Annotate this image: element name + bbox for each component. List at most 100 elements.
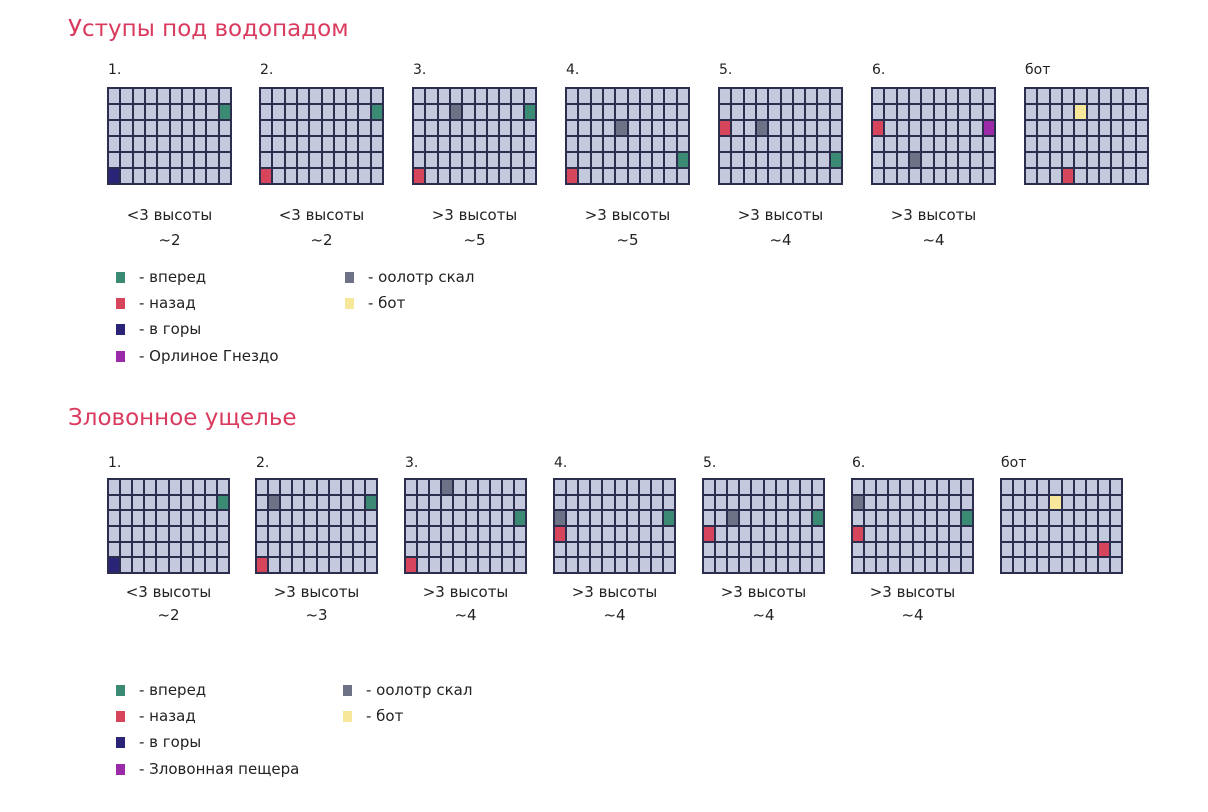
grid-cell (450, 169, 462, 183)
grid-cell (463, 169, 474, 183)
grid-cell (454, 495, 465, 510)
grid-cell (121, 121, 132, 135)
legend-label: - назад (139, 707, 196, 725)
legend-item-rocks: - оолотр скал (345, 268, 474, 286)
grid-cell (728, 542, 739, 557)
grid-cell (651, 542, 662, 557)
grid-cell (219, 121, 230, 135)
forward-cell (663, 511, 674, 525)
grid-cell (640, 137, 652, 151)
grid-cell (487, 121, 499, 135)
grid-cell (466, 542, 477, 557)
grid-cell (959, 89, 970, 103)
back-cell (1062, 169, 1074, 183)
grid-cell (1112, 121, 1123, 135)
grid-cell (781, 169, 792, 183)
grid-cell (800, 495, 811, 510)
grid-cell (181, 558, 192, 572)
grid-cell (109, 542, 120, 557)
grid-cell (430, 511, 441, 525)
grid-cell (934, 89, 945, 103)
grid-cell (639, 495, 650, 510)
grid-cell (170, 137, 181, 151)
legend-label: - вперед (139, 681, 207, 699)
grid-cell (478, 527, 489, 541)
legend-item-back: - назад (116, 294, 196, 312)
grid-label: 1. (108, 62, 122, 78)
grid-cell (297, 105, 309, 119)
legend-swatch (116, 736, 125, 748)
grid-cell (901, 542, 912, 557)
grid-cell (812, 558, 823, 572)
grid-cell (219, 89, 230, 103)
legend-label: - Зловонная пещера (139, 760, 300, 778)
legend-item-forward: - вперед (116, 268, 206, 286)
grid-label: 2. (260, 62, 274, 78)
grid-caption-height: >3 высоты (273, 583, 360, 601)
grid-cell (121, 105, 132, 119)
grid-cell (640, 89, 652, 103)
grid-cell (756, 105, 768, 119)
grid-caption-height: <3 высоты (125, 583, 212, 601)
grid-cell (463, 121, 474, 135)
grid-cell (182, 105, 194, 119)
grid-cell (865, 542, 876, 557)
grid-cell (764, 480, 775, 494)
grid-cell (512, 89, 523, 103)
grid-cell (426, 137, 437, 151)
grid-cell (1050, 169, 1061, 183)
grid-cell (353, 480, 364, 494)
grid-cell (438, 153, 449, 167)
grid-cell (913, 527, 924, 541)
grid-cell (640, 105, 652, 119)
grid-cell (1099, 121, 1111, 135)
legend-label: - бот (368, 294, 406, 312)
legend-label: - в горы (139, 733, 202, 751)
grid-cell (207, 121, 218, 135)
grid-cell (665, 121, 676, 135)
grid-cell (925, 542, 936, 557)
grid-cell (1050, 527, 1061, 541)
grid-cell (406, 511, 417, 525)
grid-cell (591, 558, 602, 572)
grid-cell (1087, 169, 1098, 183)
legend-item-special: - Зловонная пещера (116, 760, 299, 778)
grid-cell (677, 121, 688, 135)
grid-cell (937, 495, 948, 510)
grid-cell (193, 480, 204, 494)
grid-cell (478, 480, 489, 494)
grid-cell (756, 89, 768, 103)
grid-cell (273, 121, 284, 135)
grid-cell (414, 137, 425, 151)
grid-cell (567, 105, 578, 119)
back-cell (414, 169, 425, 183)
grid-cell (651, 527, 662, 541)
grid-cell (949, 495, 960, 510)
grid-cell (478, 542, 489, 557)
legend-label: - бот (366, 707, 404, 725)
grid-cell (371, 169, 382, 183)
grid-cell (959, 137, 970, 151)
grid-cell (567, 527, 578, 541)
grid-cell (145, 558, 156, 572)
grid-cell (567, 542, 578, 557)
grid-cell (1124, 169, 1135, 183)
grid-cell (1026, 511, 1037, 525)
grid-cell (591, 105, 602, 119)
grid-cell (273, 169, 284, 183)
grid-cell (195, 105, 206, 119)
grid-cell (426, 153, 437, 167)
grid-cell (781, 89, 792, 103)
rocks-cell (853, 495, 864, 510)
grid-cell (195, 137, 206, 151)
grid-cell (1026, 153, 1037, 167)
grid-cell (1014, 527, 1025, 541)
grid-cell (500, 89, 511, 103)
grid-caption-count: ~2 (157, 606, 180, 624)
grid-cell (133, 542, 144, 557)
grid-cell (193, 511, 204, 525)
grid-caption-count: ~4 (901, 606, 924, 624)
grid-cell (732, 153, 743, 167)
grid-cell (639, 558, 650, 572)
grid-cell (865, 511, 876, 525)
